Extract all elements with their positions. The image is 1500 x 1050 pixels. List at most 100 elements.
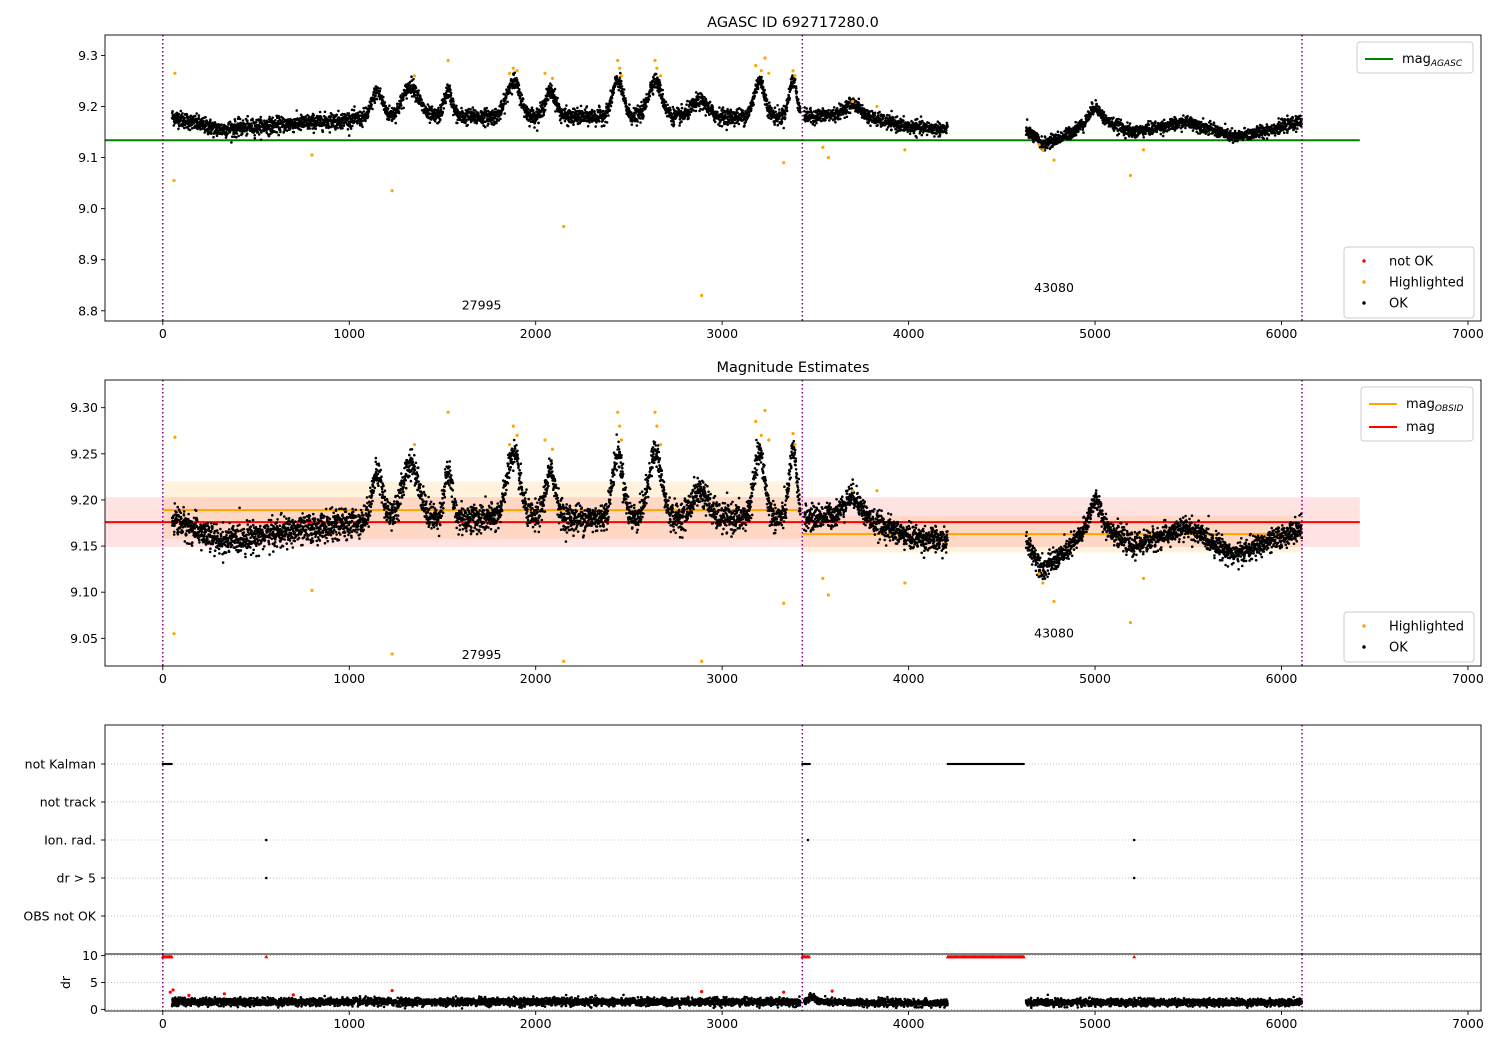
- ok-point: [622, 88, 626, 91]
- ok-point: [772, 109, 775, 112]
- ok-point: [299, 128, 303, 132]
- ok-point: [635, 124, 639, 127]
- ok-point: [1056, 130, 1060, 133]
- ok-point: [778, 117, 781, 120]
- ok-point: [624, 97, 627, 100]
- ok-point: [688, 113, 692, 116]
- ok-point: [289, 127, 292, 130]
- ok-point: [819, 116, 822, 120]
- ok-point: [824, 118, 827, 122]
- ok-point: [799, 111, 802, 114]
- ok-point: [585, 105, 589, 108]
- ok-point: [455, 104, 458, 108]
- ok-point: [815, 121, 818, 125]
- ok-point: [563, 119, 567, 123]
- ok-point: [761, 85, 765, 89]
- ok-point: [233, 120, 237, 123]
- ok-point: [312, 131, 316, 135]
- ok-point: [672, 120, 675, 124]
- ok-point: [336, 126, 339, 130]
- ok-point: [535, 129, 539, 132]
- ok-point: [890, 109, 893, 113]
- ok-point: [328, 131, 332, 134]
- ok-point: [610, 96, 614, 100]
- ok-point: [466, 123, 470, 127]
- ok-point: [499, 117, 502, 121]
- ok-point: [228, 120, 232, 124]
- ok-point: [189, 114, 193, 118]
- ok-point: [277, 133, 281, 137]
- ok-point: [726, 123, 729, 126]
- ok-point: [388, 104, 391, 107]
- ok-point: [733, 125, 736, 128]
- ok-point: [753, 94, 756, 98]
- ok-point: [378, 89, 382, 93]
- ok-point: [542, 106, 545, 110]
- ok-point: [761, 79, 765, 83]
- ok-point: [847, 101, 851, 105]
- ok-point: [460, 106, 463, 110]
- ok-point: [895, 115, 899, 118]
- ok-point: [181, 112, 184, 115]
- ok-point: [382, 95, 385, 99]
- ok-point: [237, 134, 240, 138]
- ok-point: [736, 111, 739, 114]
- ok-point: [400, 104, 403, 107]
- ok-point: [778, 108, 781, 111]
- ok-point: [455, 121, 459, 125]
- ok-point: [177, 112, 181, 116]
- ok-point: [556, 96, 559, 100]
- ok-point: [209, 118, 212, 121]
- ok-point: [685, 103, 688, 106]
- ok-point: [827, 108, 830, 112]
- ok-point: [530, 106, 534, 109]
- ok-point: [1091, 102, 1094, 105]
- ok-point: [645, 105, 648, 108]
- ok-point: [857, 97, 861, 101]
- ok-point: [387, 118, 391, 122]
- ok-point: [1049, 135, 1053, 139]
- ok-point: [672, 123, 676, 126]
- ok-point: [430, 107, 433, 111]
- ok-point: [433, 120, 437, 123]
- ok-point: [560, 121, 563, 125]
- ok-point: [773, 123, 776, 126]
- ok-point: [721, 106, 725, 109]
- ok-point: [528, 124, 531, 128]
- ok-point: [882, 116, 885, 120]
- ok-point: [832, 106, 836, 109]
- ok-point: [780, 120, 784, 124]
- ok-point: [908, 132, 912, 136]
- ok-point: [813, 124, 816, 127]
- ok-point: [235, 136, 238, 139]
- ok-point: [628, 103, 631, 106]
- ok-point: [265, 121, 269, 124]
- ok-point: [933, 135, 936, 138]
- ok-point: [539, 101, 542, 104]
- ok-point: [444, 101, 448, 105]
- ok-point: [210, 131, 213, 135]
- ok-point: [1074, 120, 1077, 124]
- ok-point: [661, 92, 665, 96]
- ok-point: [789, 87, 793, 90]
- ok-point: [716, 110, 719, 114]
- ok-point: [485, 106, 489, 110]
- ok-point: [483, 125, 487, 129]
- ok-point: [770, 106, 773, 110]
- ok-point: [483, 116, 486, 120]
- ok-point: [449, 91, 453, 95]
- ok-point: [246, 119, 249, 122]
- ok-point: [520, 93, 524, 97]
- ok-point: [360, 123, 363, 126]
- ok-point: [786, 100, 790, 104]
- ok-point: [831, 108, 835, 112]
- ok-point: [376, 86, 380, 90]
- ok-point: [794, 87, 798, 90]
- ok-point: [565, 104, 568, 107]
- ok-point: [593, 110, 596, 113]
- ok-point: [834, 120, 837, 124]
- ok-point: [452, 100, 455, 103]
- ok-point: [651, 88, 654, 92]
- ok-point: [394, 121, 398, 125]
- ok-point: [652, 77, 656, 81]
